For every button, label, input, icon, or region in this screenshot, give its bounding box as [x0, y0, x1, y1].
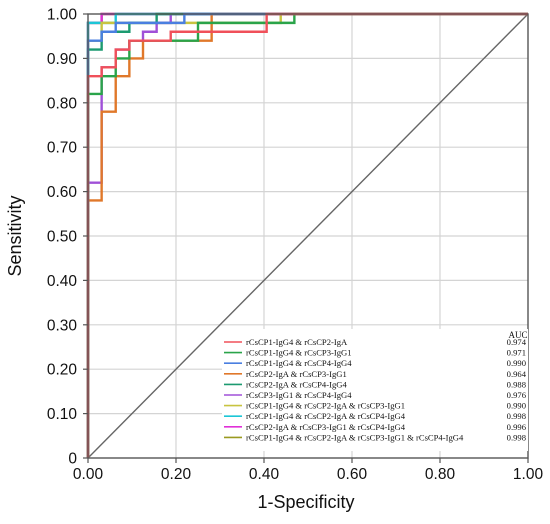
legend-box — [222, 329, 528, 451]
legend-auc-value: 0.964 — [507, 369, 527, 379]
y-tick-label: 0.10 — [47, 406, 78, 423]
legend-series-name: rCsCP1-IgG4 & rCsCP2-IgA & rCsCP4-IgG4 — [246, 411, 406, 421]
legend-auc-value: 0.998 — [507, 432, 526, 442]
roc-curve-5 — [86, 12, 528, 458]
y-tick-label: 0.80 — [47, 95, 78, 112]
y-tick-label: 0.20 — [47, 362, 78, 379]
legend-series-name: rCsCP2-IgA & rCsCP3-IgG1 — [246, 369, 347, 379]
legend-auc-value: 0.976 — [507, 390, 527, 400]
x-tick-label: 0.60 — [337, 466, 368, 483]
legend-series-name: rCsCP1-IgG4 & rCsCP2-IgA & rCsCP3-IgG1 — [246, 401, 405, 411]
legend-auc-header: AUC — [508, 330, 527, 340]
legend-series-name: rCsCP2-IgA & rCsCP3-IgG1 & rCsCP4-IgG4 — [246, 422, 406, 432]
y-tick-label: 0.60 — [47, 184, 78, 201]
roc-curve-1 — [86, 12, 528, 458]
x-axis-label: 1-Specificity — [257, 492, 354, 512]
legend-auc-value: 0.988 — [507, 379, 526, 389]
legend-series-name: rCsCP2-IgA & rCsCP4-IgG4 — [246, 379, 347, 389]
y-tick-label: 0.90 — [47, 51, 78, 68]
x-tick-label: 0.80 — [425, 466, 456, 483]
x-tick-label: 1.00 — [513, 466, 544, 483]
legend-auc-value: 0.971 — [507, 348, 526, 358]
y-tick-label: 0.30 — [47, 317, 78, 334]
x-tick-label: 0.00 — [73, 466, 104, 483]
y-tick-label: 0.40 — [47, 273, 78, 290]
x-tick-label: 0.40 — [249, 466, 280, 483]
legend-series-name: rCsCP3-IgG1 & rCsCP4-IgG4 — [246, 390, 352, 400]
y-tick-label: 0.50 — [47, 229, 78, 246]
roc-curve-3 — [86, 12, 528, 458]
reference-line-group — [87, 13, 529, 459]
tick-labels: 0.00 0.20 0.40 0.60 0.80 1.00 0 0.10 0.20 0.30 0.4… — [47, 7, 544, 484]
legend: AUC rCsCP1-IgG4 & rCsCP2-IgA 0.974 rCsCP1-I… — [222, 329, 528, 451]
legend-auc-value: 0.990 — [507, 358, 526, 368]
y-tick-label: 1.00 — [47, 7, 78, 24]
roc-curve-2 — [86, 12, 528, 458]
legend-auc-value: 0.996 — [507, 422, 527, 432]
y-axis-label: Sensitivity — [5, 195, 25, 276]
legend-auc-value: 0.974 — [507, 337, 527, 347]
x-tick-label: 0.20 — [161, 466, 192, 483]
legend-auc-value: 0.998 — [507, 411, 526, 421]
grid-lines — [88, 14, 528, 458]
legend-series-name: rCsCP1-IgG4 & rCsCP2-IgA — [246, 337, 348, 347]
legend-series-name: rCsCP1-IgG4 & rCsCP3-IgG1 — [246, 348, 352, 358]
legend-auc-value: 0.990 — [507, 401, 526, 411]
reference-diagonal-line — [87, 13, 529, 459]
legend-series-name: rCsCP1-IgG4 & rCsCP2-IgA & rCsCP3-IgG1 &… — [246, 432, 464, 442]
y-tick-label: 0.70 — [47, 140, 78, 157]
roc-curve-4 — [86, 12, 528, 458]
y-tick-label: 0 — [68, 451, 77, 468]
legend-series-name: rCsCP1-IgG4 & rCsCP4-IgG4 — [246, 358, 352, 368]
